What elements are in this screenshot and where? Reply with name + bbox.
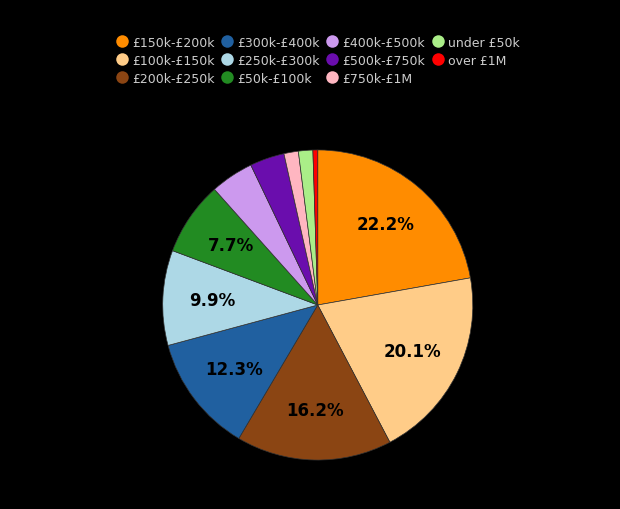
Wedge shape [168, 305, 317, 439]
Text: 20.1%: 20.1% [384, 343, 441, 361]
Text: 7.7%: 7.7% [208, 237, 254, 255]
Wedge shape [317, 278, 473, 442]
Wedge shape [284, 152, 317, 305]
Text: 16.2%: 16.2% [286, 402, 344, 419]
Wedge shape [313, 151, 318, 305]
Wedge shape [317, 151, 471, 305]
Text: 22.2%: 22.2% [356, 216, 414, 234]
Wedge shape [298, 151, 317, 305]
Wedge shape [162, 251, 317, 346]
Wedge shape [172, 190, 317, 305]
Wedge shape [215, 166, 317, 305]
Legend: £150k-£200k, £100k-£150k, £200k-£250k, £300k-£400k, £250k-£300k, £50k-£100k, £40: £150k-£200k, £100k-£150k, £200k-£250k, £… [112, 33, 523, 90]
Wedge shape [251, 154, 317, 305]
Wedge shape [239, 305, 390, 460]
Text: 12.3%: 12.3% [205, 360, 263, 378]
Text: 9.9%: 9.9% [189, 292, 236, 309]
